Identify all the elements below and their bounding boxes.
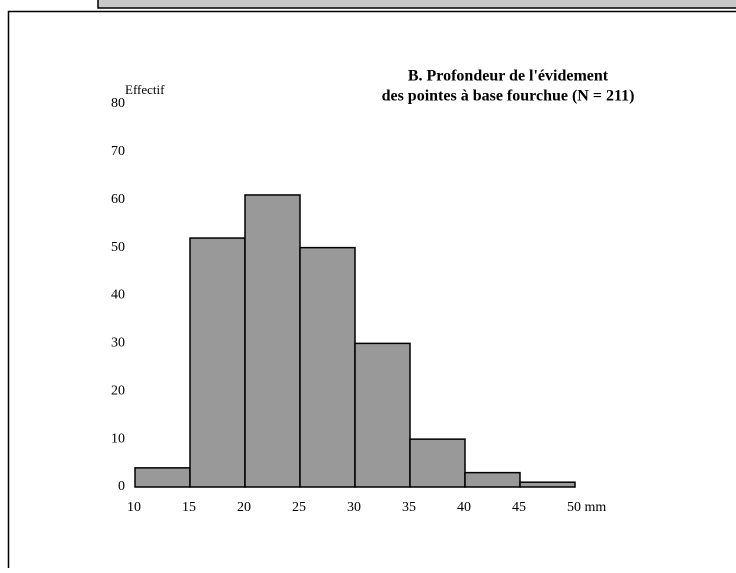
y-tick-label: 30 (111, 336, 125, 351)
x-tick-label: 35 (402, 500, 416, 515)
chart-title: B. Profondeur de l'évidement (408, 68, 609, 85)
y-tick-label: 10 (111, 431, 125, 446)
x-tick-label: 45 (512, 500, 526, 515)
x-tick-label: 30 (347, 500, 361, 515)
bar (300, 248, 355, 487)
x-tick-label: 20 (237, 500, 251, 515)
y-tick-label: 20 (111, 383, 125, 398)
x-tick-label: 50 mm (567, 500, 606, 515)
y-tick-label: 50 (111, 240, 125, 255)
y-tick-label: 40 (111, 288, 125, 303)
x-tick-label: 15 (182, 500, 196, 515)
bar (245, 195, 300, 487)
bar (465, 473, 520, 487)
x-tick-label: 25 (292, 500, 306, 515)
bar (135, 468, 190, 487)
y-tick-label: 0 (118, 479, 125, 494)
y-tick-label: 80 (111, 96, 125, 111)
chart-title: des pointes à base fourchue (N = 211) (382, 88, 635, 105)
bar (355, 343, 410, 487)
top-bar (98, 0, 736, 8)
bar (410, 439, 465, 487)
y-axis-label: Effectif (125, 82, 165, 97)
y-tick-label: 70 (111, 144, 125, 159)
bar (520, 482, 575, 487)
y-tick-label: 60 (111, 192, 125, 207)
bar (190, 238, 245, 487)
x-tick-label: 10 (127, 500, 141, 515)
x-tick-label: 40 (457, 500, 471, 515)
